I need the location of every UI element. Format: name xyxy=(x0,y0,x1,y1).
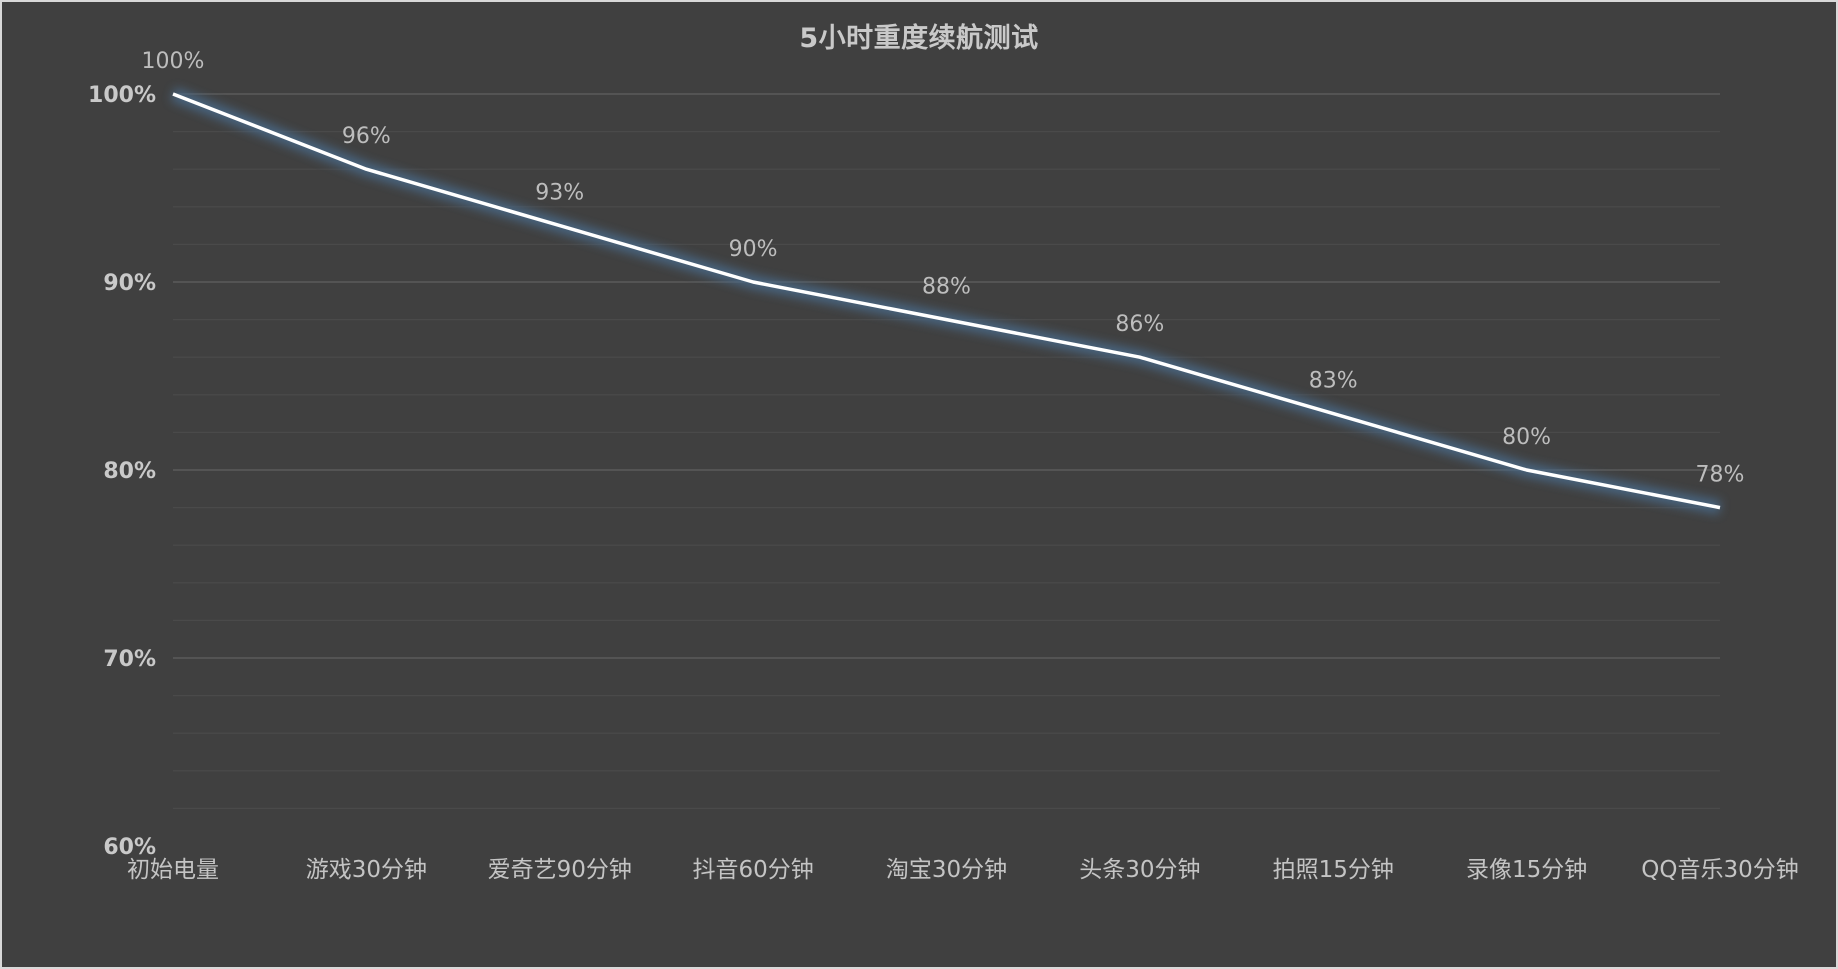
y-tick-label: 90% xyxy=(103,271,156,296)
y-tick-label: 70% xyxy=(103,647,156,672)
x-tick-label: 初始电量 xyxy=(127,857,219,883)
x-tick-label: 爱奇艺90分钟 xyxy=(488,857,632,883)
y-tick-label: 80% xyxy=(103,459,156,484)
data-label: 90% xyxy=(729,237,778,262)
data-label: 78% xyxy=(1696,463,1745,488)
x-tick-label: 游戏30分钟 xyxy=(306,857,427,883)
data-labels: 100% 96% 93% 90% 88% 86% 83% 80% 78% xyxy=(142,49,1745,488)
data-label: 100% xyxy=(142,49,205,74)
data-line xyxy=(172,92,1721,510)
x-tick-label: 录像15分钟 xyxy=(1466,857,1587,883)
y-axis: 100% 90% 80% 70% 60% xyxy=(88,83,156,860)
x-tick-label: 拍照15分钟 xyxy=(1273,857,1394,883)
gridlines xyxy=(173,93,1720,810)
data-label: 88% xyxy=(922,275,971,300)
x-tick-label: 淘宝30分钟 xyxy=(886,857,1007,883)
data-label: 96% xyxy=(342,124,391,149)
chart-title: 5小时重度续航测试 xyxy=(799,23,1039,54)
line-glow xyxy=(170,87,1722,515)
x-tick-label: QQ音乐30分钟 xyxy=(1641,857,1798,883)
y-tick-label: 100% xyxy=(88,83,156,108)
data-label: 86% xyxy=(1115,312,1164,337)
y-tick-label: 60% xyxy=(103,835,156,860)
x-axis: 初始电量 游戏30分钟 爱奇艺90分钟 抖音60分钟 淘宝30分钟 头条30分钟 拍照15分… xyxy=(127,857,1799,883)
x-tick-label: 头条30分钟 xyxy=(1079,857,1200,883)
x-tick-label: 抖音60分钟 xyxy=(692,857,813,883)
series-line xyxy=(170,87,1722,515)
data-label: 80% xyxy=(1502,425,1551,450)
data-label: 83% xyxy=(1309,369,1358,394)
data-label: 93% xyxy=(535,181,584,206)
